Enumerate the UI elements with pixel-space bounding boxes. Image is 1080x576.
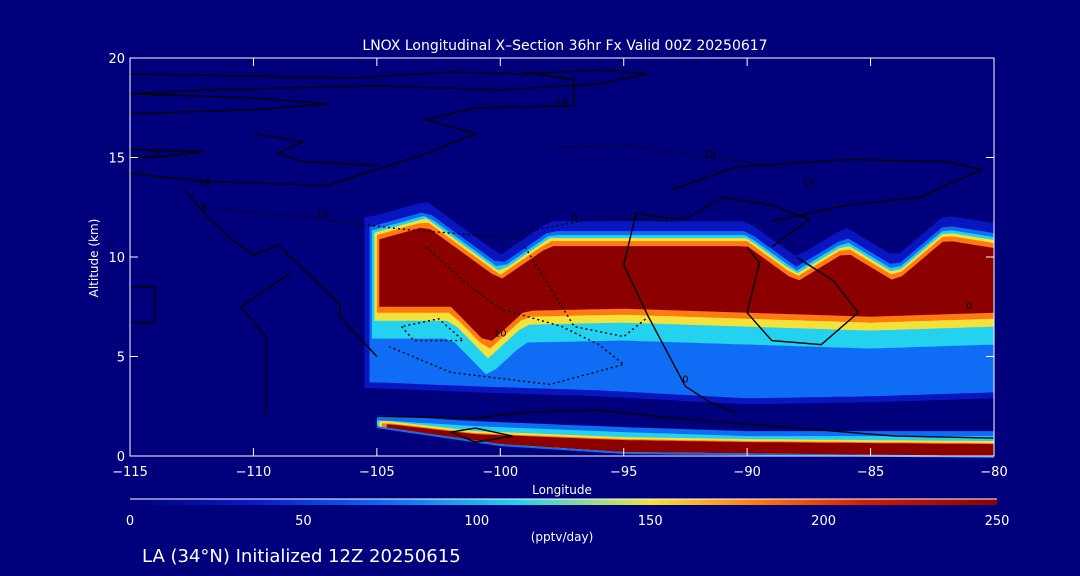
y-axis-label: Altitude (km) bbox=[87, 219, 101, 298]
colorbar-label: (pptv/day) bbox=[531, 530, 594, 544]
x-tick-label: −90 bbox=[733, 465, 760, 480]
colorbar: 0 50 100 150 200 250 bbox=[126, 498, 1010, 529]
contour-label: 0 bbox=[682, 374, 688, 385]
contour-label: 0 bbox=[571, 213, 577, 224]
chart-title: LNOX Longitudinal X–Section 36hr Fx Vali… bbox=[362, 38, 767, 54]
contour-label: 0 bbox=[201, 203, 207, 214]
y-tick-label: 15 bbox=[108, 152, 125, 167]
contour-label: 12 bbox=[316, 209, 329, 220]
colorbar-tick-label: 100 bbox=[464, 514, 489, 529]
contour-left-2 bbox=[240, 272, 291, 415]
x-axis-label: Longitude bbox=[532, 483, 592, 497]
contour-lower-1 bbox=[376, 409, 995, 439]
contour-upper-2 bbox=[129, 93, 328, 115]
y-tick-label: 10 bbox=[108, 251, 125, 266]
contour-upper-4 bbox=[129, 148, 205, 159]
contour-right-4 bbox=[685, 385, 736, 413]
plume-core bbox=[379, 227, 994, 341]
initialization-caption: LA (34°N) Initialized 12Z 20250615 bbox=[142, 546, 461, 567]
contour-label: 15 bbox=[704, 150, 717, 161]
contour-dashed-2 bbox=[524, 246, 649, 338]
x-tick-label: −110 bbox=[236, 465, 272, 480]
contour-upper-3 bbox=[129, 71, 575, 187]
colorbar-tick-label: 50 bbox=[295, 514, 312, 529]
y-tick-label: 20 bbox=[108, 52, 125, 67]
y-tick-label: 0 bbox=[117, 450, 125, 465]
colorbar-tick-label: 200 bbox=[811, 514, 836, 529]
contour-left-3 bbox=[130, 286, 156, 324]
contour-label: 15 bbox=[148, 150, 161, 161]
contour-dashed-5 bbox=[549, 144, 772, 167]
contour-label: 18 bbox=[556, 98, 569, 109]
contour-right-2 bbox=[622, 196, 811, 387]
boundary-core bbox=[386, 424, 994, 456]
x-tick-label: −80 bbox=[980, 465, 1007, 480]
contour-label: 14 bbox=[802, 177, 815, 188]
contour-lower-2 bbox=[448, 427, 513, 443]
contour-upper-5 bbox=[253, 132, 377, 167]
x-tick-label: −100 bbox=[482, 465, 518, 480]
contour-dashed-1 bbox=[388, 246, 626, 386]
contour-lines: 18 15 14 12 15 14 10 0 0 0 0 bbox=[129, 69, 995, 443]
contour-label: 10 bbox=[494, 329, 507, 340]
contour-label: 0 bbox=[966, 301, 972, 312]
contour-upper-1 bbox=[129, 69, 649, 95]
contour-right-1 bbox=[672, 158, 984, 222]
contour-right-3 bbox=[746, 246, 860, 346]
axes: −115 −110 −105 −100 −95 −90 −85 −80 0 5 10 15 20 bbox=[108, 52, 1007, 480]
x-tick-label: −85 bbox=[857, 465, 884, 480]
colorbar-bar bbox=[130, 499, 997, 505]
contour-dashed-4 bbox=[204, 206, 674, 238]
contour-left-1 bbox=[183, 188, 378, 357]
colorbar-tick-label: 250 bbox=[985, 514, 1010, 529]
x-tick-label: −115 bbox=[112, 465, 148, 480]
y-tick-label: 5 bbox=[117, 351, 125, 366]
x-tick-label: −95 bbox=[610, 465, 637, 480]
contour-label: 14 bbox=[198, 177, 211, 188]
colorbar-tick-label: 150 bbox=[638, 514, 663, 529]
x-tick-label: −105 bbox=[359, 465, 395, 480]
colorbar-tick-label: 0 bbox=[126, 514, 134, 529]
lnox-field bbox=[364, 202, 994, 458]
